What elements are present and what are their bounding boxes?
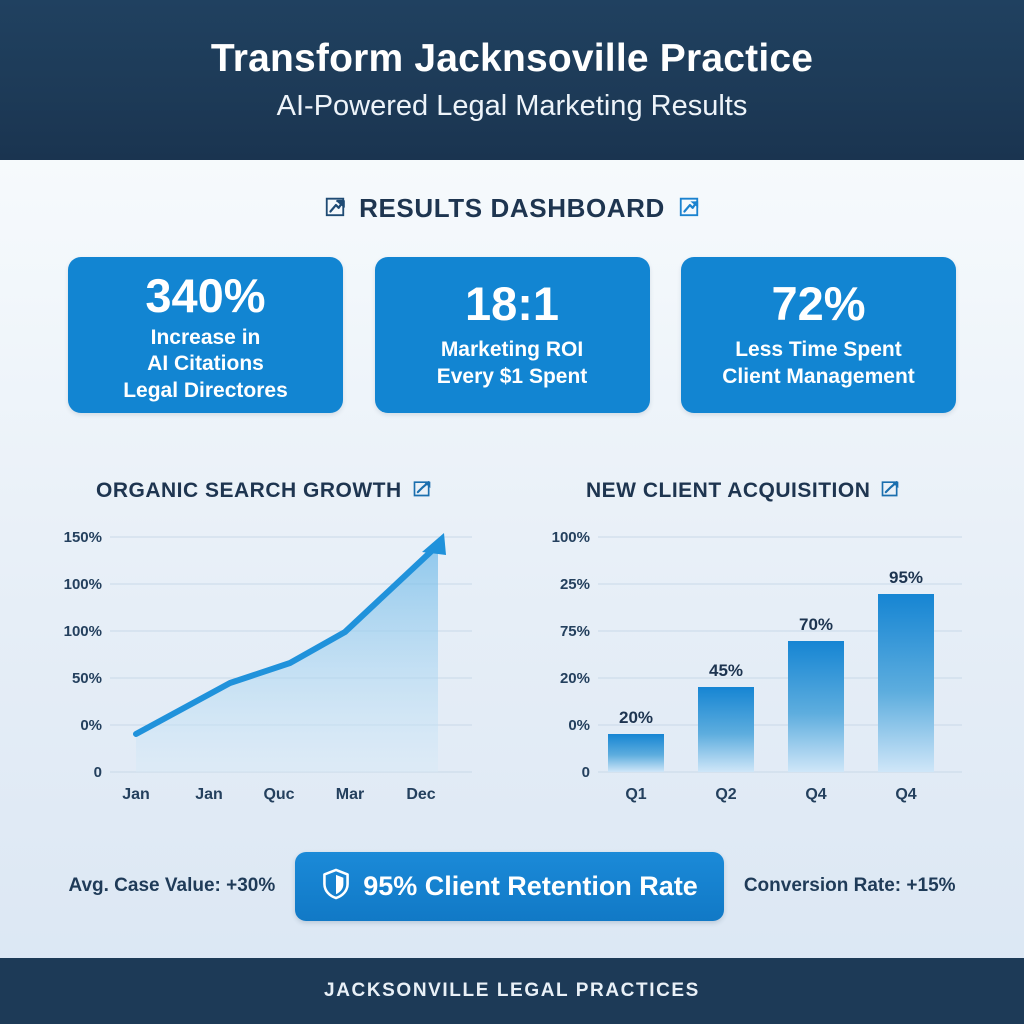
bar-value-label: 70%: [798, 615, 834, 634]
trending-up-icon: [880, 478, 900, 503]
bar-value-label: 45%: [708, 661, 744, 680]
stat-card-label-line: Less Time Spent: [735, 338, 902, 362]
new-client-acquisition-chart: 100% 25% 75% 20% 0% 0 20% 45% 70% 95% Q1…: [530, 515, 970, 815]
bar-chart-ytick: 75%: [559, 623, 590, 640]
trending-up-icon: [412, 478, 432, 503]
line-chart-ytick: 150%: [63, 529, 102, 546]
line-chart-ytick: 0%: [80, 717, 102, 734]
bar-value-label: 20%: [618, 708, 654, 727]
organic-search-growth-chart: 150% 100% 100% 50% 0% 0 Jan Jan Quc Mar …: [40, 515, 480, 815]
bar-chart-ytick: 0%: [568, 717, 590, 734]
bar-chart-ytick: 100%: [551, 529, 590, 546]
line-chart-ytick: 100%: [63, 623, 102, 640]
line-chart-xtick: Quc: [263, 786, 295, 803]
footer-banner: JACKSONVILLE LEGAL PRACTICES: [0, 958, 1024, 1024]
stat-card-value: 340%: [145, 269, 266, 322]
line-chart-xtick: Dec: [406, 786, 436, 803]
stat-card-value: 18:1: [464, 277, 560, 331]
bar-chart-xtick: Q2: [715, 786, 737, 803]
bar-chart-ytick: 20%: [559, 670, 590, 687]
line-chart-title: ORGANIC SEARCH GROWTH: [96, 478, 402, 502]
page-title: Transform Jacknsoville Practice: [210, 36, 814, 80]
bar-chart-xtick: Q4: [805, 786, 827, 803]
stat-card-label-line: Every $1 Spent: [436, 364, 588, 388]
trending-up-icon: [678, 195, 700, 222]
bar-chart-ytick: 25%: [559, 576, 590, 593]
bar-q2: [698, 687, 754, 772]
dashboard-title-row: RESULTS DASHBOARD: [0, 193, 1024, 224]
bar-q1: [608, 734, 664, 772]
client-retention-label: 95% Client Retention Rate: [363, 870, 698, 901]
line-chart-area: [136, 545, 438, 772]
client-retention-badge[interactable]: 95% Client Retention Rate: [295, 851, 724, 921]
bar-chart-canvas: [598, 536, 962, 773]
line-chart-xtick: Jan: [195, 786, 223, 803]
line-chart-ytick: 50%: [71, 670, 102, 687]
stat-card-marketing-roi[interactable]: 18:1 Marketing ROI Every $1 Spent: [374, 257, 650, 413]
bar-chart-xtick: Q1: [625, 786, 647, 803]
stat-card-label-line: Increase in: [150, 325, 261, 349]
dashboard-title: RESULTS DASHBOARD: [359, 193, 665, 223]
stat-card-time-saved[interactable]: 72% Less Time Spent Client Management: [681, 257, 956, 413]
stat-card-label-line: Legal Directores: [123, 379, 288, 403]
bar-q4b: [878, 594, 934, 772]
bar-value-label: 95%: [888, 568, 924, 587]
line-chart-series: [133, 542, 441, 737]
line-chart-title-row: ORGANIC SEARCH GROWTH: [96, 478, 432, 503]
bottom-stats-row: Avg. Case Value: +30% 95% Client Retenti…: [0, 851, 1024, 921]
stat-card-ai-citations[interactable]: 340% Increase in AI Citations Legal Dire…: [68, 257, 343, 413]
stat-card-label-line: Marketing ROI: [440, 338, 584, 362]
header-banner: Transform Jacknsoville Practice AI-Power…: [0, 0, 1024, 160]
bar-chart-title-row: NEW CLIENT ACQUISITION: [586, 478, 900, 503]
bar-chart-title: NEW CLIENT ACQUISITION: [586, 478, 871, 502]
stat-card-group: 340% Increase in AI Citations Legal Dire…: [68, 257, 956, 413]
avg-case-value-stat: Avg. Case Value: +30%: [68, 875, 276, 896]
stat-card-label-line: Client Management: [722, 364, 915, 388]
line-chart-xtick: Mar: [335, 786, 365, 803]
bar-chart-ytick: 0: [581, 764, 590, 781]
page-subtitle: AI-Powered Legal Marketing Results: [276, 89, 748, 122]
line-chart-arrowhead: [422, 533, 446, 555]
bar-chart-xtick: Q4: [895, 786, 917, 803]
stat-card-value: 72%: [771, 277, 866, 331]
line-chart-xtick: Jan: [122, 786, 150, 803]
line-chart-ytick: 100%: [63, 576, 102, 593]
trending-up-icon: [324, 195, 346, 222]
shield-icon: [321, 868, 351, 905]
stat-card-label-line: AI Citations: [147, 352, 264, 376]
footer-brand-label: JACKSONVILLE LEGAL PRACTICES: [324, 980, 700, 1001]
line-chart-canvas: [110, 533, 472, 773]
conversion-rate-stat: Conversion Rate: +15%: [743, 875, 956, 896]
line-chart-ytick: 0: [93, 764, 102, 781]
bar-q4a: [788, 641, 844, 772]
